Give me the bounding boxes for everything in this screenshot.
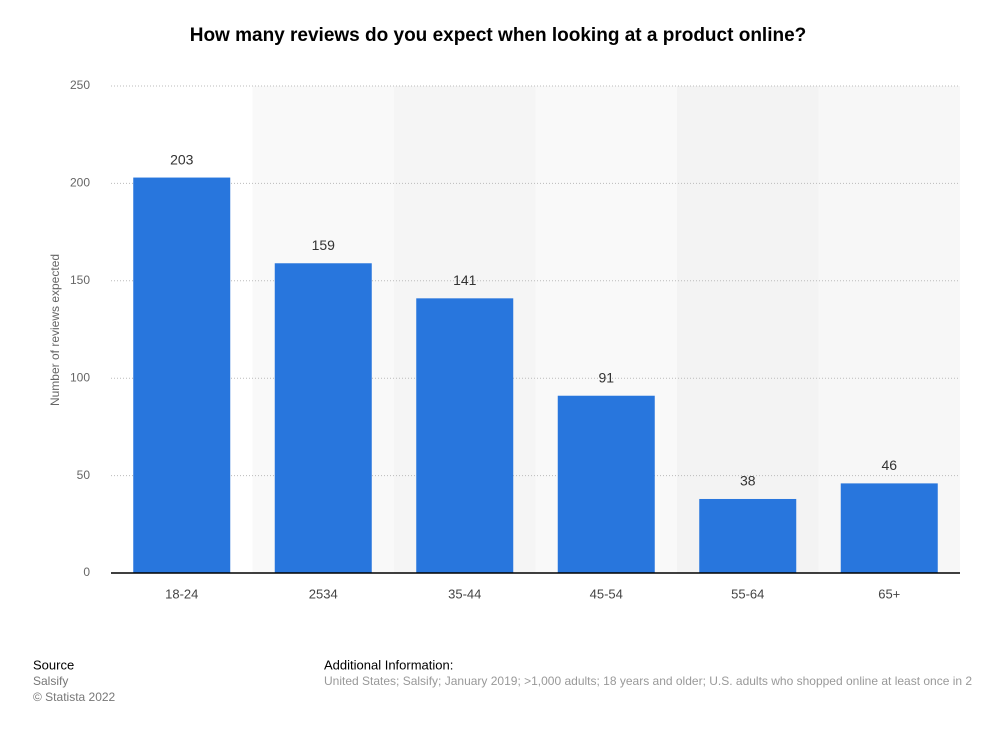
y-tick-label: 250 xyxy=(70,78,90,92)
band-background xyxy=(677,86,819,573)
value-label: 91 xyxy=(598,369,614,385)
info-title: Additional Information: xyxy=(324,657,453,672)
value-label: 141 xyxy=(453,272,477,288)
y-tick-label: 100 xyxy=(70,370,90,384)
y-tick-label: 0 xyxy=(83,565,90,579)
y-tick-label: 200 xyxy=(70,176,90,190)
x-tick-label: 18-24 xyxy=(165,586,198,601)
x-tick-label: 45-54 xyxy=(590,586,623,601)
source: Salsify xyxy=(33,674,68,688)
bar xyxy=(699,498,797,573)
bar xyxy=(840,483,938,573)
x-tick-label: 65+ xyxy=(878,586,900,601)
x-tick-label: 35-44 xyxy=(448,586,481,601)
y-axis-label: Number of reviews expected xyxy=(48,254,62,406)
value-label: 159 xyxy=(312,237,336,253)
info: United States; Salsify; January 2019; >1… xyxy=(324,674,972,688)
bar xyxy=(416,298,514,573)
value-label: 38 xyxy=(740,473,756,489)
y-tick-label: 150 xyxy=(70,273,90,287)
copyright: © Statista 2022 xyxy=(33,690,116,704)
x-tick-label: 2534 xyxy=(309,586,338,601)
value-label: 46 xyxy=(881,457,897,473)
bar xyxy=(557,395,655,573)
bar xyxy=(133,177,231,573)
bar xyxy=(274,263,372,573)
chart-title: How many reviews do you expect when look… xyxy=(190,25,807,46)
x-tick-label: 55-64 xyxy=(731,586,764,601)
source-title: Source xyxy=(33,657,74,672)
y-tick-label: 50 xyxy=(77,468,91,482)
value-label: 203 xyxy=(170,151,194,167)
